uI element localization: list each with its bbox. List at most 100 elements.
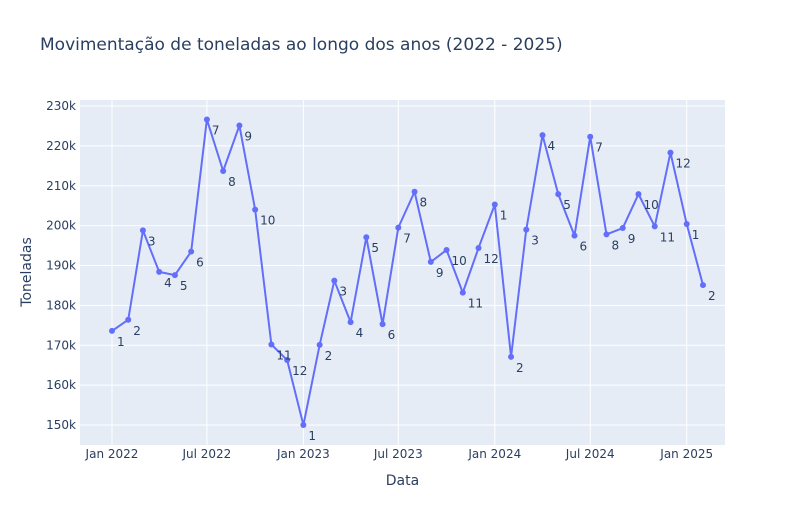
x-tick-label: Jan 2025 <box>659 447 713 461</box>
data-point <box>171 272 178 279</box>
data-point <box>331 277 338 284</box>
data-point <box>203 116 210 123</box>
x-tick-label: Jan 2023 <box>276 447 330 461</box>
y-tick-label: 190k <box>46 259 76 273</box>
x-tick-label: Jul 2023 <box>373 447 423 461</box>
x-tick-label: Jul 2024 <box>565 447 615 461</box>
data-point-label: 5 <box>563 198 571 212</box>
y-gridlines <box>80 105 725 426</box>
data-point-label: 1 <box>500 208 508 222</box>
y-tick-label: 210k <box>46 179 76 193</box>
data-point <box>619 225 626 232</box>
data-point <box>347 319 354 326</box>
x-axis-ticks: Jan 2022 Jul 2022 Jan 2023 Jul 2023 Jan 2024… <box>85 447 714 461</box>
data-point-label: 6 <box>580 240 588 254</box>
series-points-group <box>108 116 706 429</box>
y-tick-label: 180k <box>46 298 76 312</box>
data-point <box>220 167 227 174</box>
data-point-label: 10 <box>452 254 467 268</box>
data-point-label: 8 <box>611 238 619 252</box>
y-tick-label: 150k <box>46 418 76 432</box>
data-point <box>587 133 594 140</box>
data-point <box>156 268 163 275</box>
x-tick-label: Jan 2024 <box>467 447 521 461</box>
x-gridlines <box>111 100 688 445</box>
y-tick-label: 230k <box>46 99 76 113</box>
data-point-label: 4 <box>356 326 364 340</box>
data-point <box>571 232 578 239</box>
data-point-label: 2 <box>516 361 524 375</box>
series-line <box>111 118 704 427</box>
y-tick-label: 200k <box>46 219 76 233</box>
data-point-label: 2 <box>133 324 141 338</box>
data-point <box>539 132 546 139</box>
data-point <box>427 258 434 265</box>
data-point-label: 9 <box>436 266 444 280</box>
data-point-label: 8 <box>228 175 236 189</box>
x-tick-label: Jan 2022 <box>85 447 139 461</box>
data-point <box>667 149 674 156</box>
data-point <box>651 223 658 230</box>
data-point <box>411 188 418 195</box>
data-point-label: 9 <box>244 130 252 144</box>
data-point <box>635 191 642 198</box>
data-point <box>268 341 275 348</box>
data-point-label: 10 <box>643 198 658 212</box>
plot-area <box>80 100 725 445</box>
y-axis-title: Toneladas <box>19 237 35 307</box>
data-point-label: 4 <box>548 139 556 153</box>
data-point <box>316 341 323 348</box>
data-point-label: 7 <box>212 124 220 138</box>
data-point <box>491 201 498 208</box>
data-point <box>188 248 195 255</box>
data-point <box>475 244 482 251</box>
data-point-label: 9 <box>628 232 636 246</box>
data-point-label: 2 <box>325 349 333 363</box>
data-point-label: 3 <box>148 234 156 248</box>
data-point <box>443 246 450 253</box>
data-point <box>108 327 115 334</box>
data-point-label: 11 <box>468 297 483 311</box>
data-point <box>699 282 706 289</box>
data-point <box>395 224 402 231</box>
data-point-label: 7 <box>403 232 411 246</box>
data-point <box>236 122 243 129</box>
y-axis-ticks: 150k 160k 170k 180k 190k 200k 210k 220k 230k <box>46 99 76 432</box>
data-point <box>459 289 466 296</box>
data-point <box>523 226 530 233</box>
data-point <box>125 316 132 323</box>
data-point-label: 2 <box>708 289 716 303</box>
data-point-label: 3 <box>531 234 539 248</box>
data-point <box>139 227 146 234</box>
x-axis-title: Data <box>386 473 419 489</box>
data-point-label: 11 <box>276 348 291 362</box>
data-point-label: 8 <box>420 196 428 210</box>
data-point-label: 3 <box>339 285 347 299</box>
data-point-label: 1 <box>308 429 316 443</box>
data-point-label: 12 <box>292 364 307 378</box>
data-point-label: 6 <box>196 256 204 270</box>
data-point <box>603 231 610 238</box>
data-point <box>252 206 259 213</box>
data-point <box>284 357 291 364</box>
data-point <box>683 221 690 228</box>
chart-title: Movimentação de toneladas ao longo dos a… <box>40 35 563 55</box>
y-tick-label: 170k <box>46 338 76 352</box>
y-tick-label: 160k <box>46 378 76 392</box>
data-point <box>508 353 515 360</box>
x-tick-label: Jul 2022 <box>181 447 231 461</box>
data-point <box>363 234 370 241</box>
data-point-label: 5 <box>180 279 188 293</box>
data-point <box>555 191 562 198</box>
data-point <box>379 321 386 328</box>
data-point-label: 1 <box>117 335 125 349</box>
data-point-label: 6 <box>388 328 396 342</box>
y-tick-label: 220k <box>46 139 76 153</box>
data-point-label: 7 <box>595 141 603 155</box>
data-point <box>300 422 307 429</box>
data-point-label: 12 <box>675 157 690 171</box>
data-point-label: 5 <box>371 241 379 255</box>
data-point-label: 4 <box>164 276 172 290</box>
